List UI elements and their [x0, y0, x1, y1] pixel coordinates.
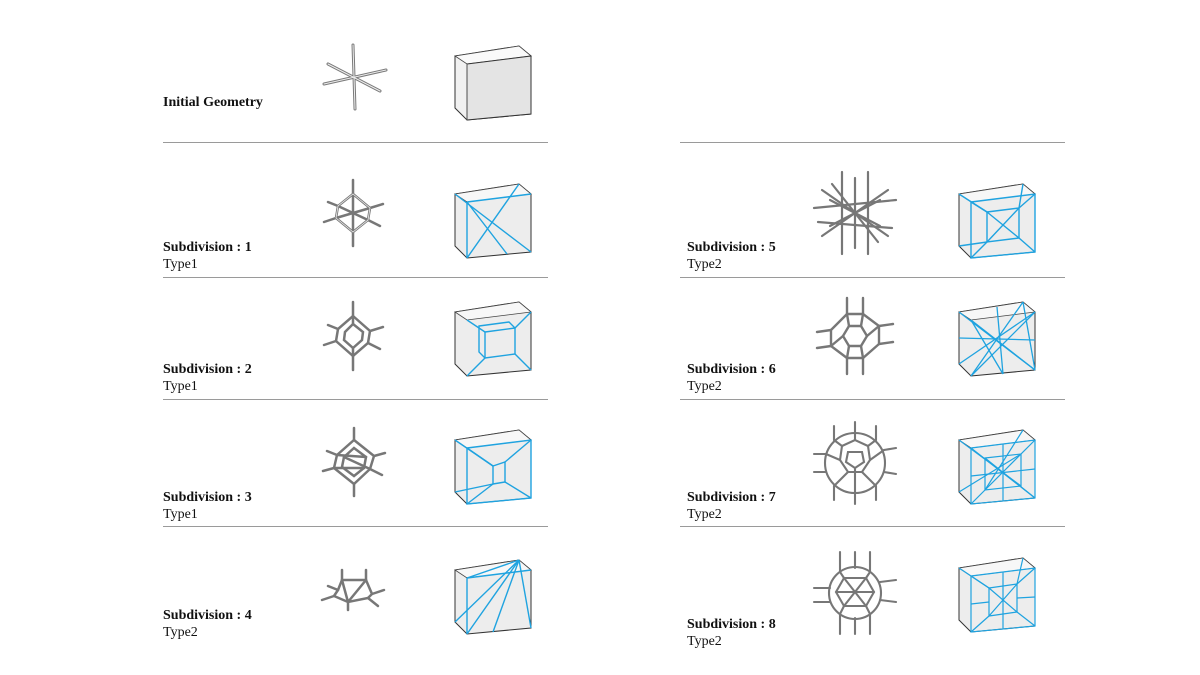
subdivision-title: Subdivision : 1	[163, 240, 252, 255]
divider-row-2-right	[680, 399, 1065, 400]
node-strut-icon	[320, 426, 388, 498]
cube-subdivision-icon	[957, 298, 1037, 378]
divider-row-1-right	[680, 277, 1065, 278]
node-strut-icon	[812, 420, 898, 506]
subdivision-label: Subdivision : 4 Type2	[163, 607, 252, 641]
node-strut-icon	[812, 550, 898, 636]
subdivision-title: Subdivision : 8	[687, 617, 776, 632]
divider-initial-right	[680, 142, 1065, 143]
subdivision-label: Subdivision : 6 Type2	[687, 361, 776, 395]
subdivision-label: Subdivision : 3 Type1	[163, 489, 252, 523]
subdivision-label: Subdivision : 5 Type2	[687, 239, 776, 273]
cube-subdivision-icon	[453, 426, 533, 506]
node-strut-icon	[812, 170, 898, 256]
divider-row-1-left	[163, 277, 548, 278]
subdivision-type: Type1	[163, 379, 198, 394]
subdivision-type: Type2	[687, 379, 722, 394]
subdivision-title: Subdivision : 7	[687, 490, 776, 505]
subdivision-type: Type2	[163, 625, 198, 640]
node-strut-icon	[320, 568, 386, 612]
initial-cube-icon	[453, 42, 533, 122]
cube-subdivision-icon	[453, 180, 533, 260]
initial-node-icon	[322, 42, 388, 112]
subdivision-title: Subdivision : 5	[687, 240, 776, 255]
divider-row-3-right	[680, 526, 1065, 527]
cube-subdivision-icon	[453, 298, 533, 378]
subdivision-type: Type2	[687, 507, 722, 522]
cube-subdivision-icon	[957, 554, 1037, 634]
node-strut-icon	[320, 178, 386, 248]
divider-row-2-left	[163, 399, 548, 400]
subdivision-type: Type2	[687, 634, 722, 649]
subdivision-title: Subdivision : 4	[163, 608, 252, 623]
subdivision-title: Subdivision : 3	[163, 490, 252, 505]
cube-subdivision-icon	[957, 180, 1037, 260]
subdivision-label: Subdivision : 7 Type2	[687, 489, 776, 523]
divider-initial-left	[163, 142, 548, 143]
divider-row-3-left	[163, 526, 548, 527]
node-strut-icon	[815, 296, 895, 376]
cube-subdivision-icon	[957, 426, 1037, 506]
subdivision-title: Subdivision : 2	[163, 362, 252, 377]
node-strut-icon	[320, 300, 386, 372]
subdivision-type: Type2	[687, 257, 722, 272]
initial-geometry-label: Initial Geometry	[163, 94, 263, 111]
subdivision-label: Subdivision : 1 Type1	[163, 239, 252, 273]
subdivision-type: Type1	[163, 507, 198, 522]
subdivision-label: Subdivision : 2 Type1	[163, 361, 252, 395]
subdivision-title: Subdivision : 6	[687, 362, 776, 377]
initial-geometry-title: Initial Geometry	[163, 95, 263, 110]
subdivision-type: Type1	[163, 257, 198, 272]
subdivision-label: Subdivision : 8 Type2	[687, 616, 776, 650]
cube-subdivision-icon	[453, 556, 533, 636]
